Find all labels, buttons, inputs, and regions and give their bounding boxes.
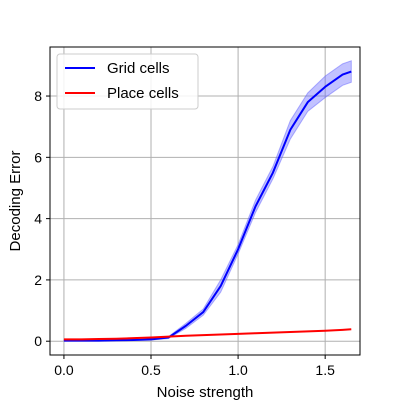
y-tick-label: 4: [34, 211, 42, 227]
x-ticks: 0.0 0.5 1.0 1.5: [54, 355, 335, 378]
x-tick-label: 1.5: [315, 362, 335, 378]
x-tick-label: 1.0: [228, 362, 248, 378]
legend: Grid cells Place cells: [56, 53, 199, 110]
plot-frame: [49, 46, 361, 356]
x-tick-label: 0.0: [54, 362, 74, 378]
grid-cells-line: [63, 70, 352, 342]
x-tick-label: 0.5: [141, 362, 161, 378]
y-tick-label: 8: [34, 88, 42, 104]
legend-label-place-cells: Place cells: [107, 85, 179, 102]
x-axis-label: Noise strength: [157, 384, 254, 400]
legend-label-grid-cells: Grid cells: [107, 60, 170, 77]
y-ticks: 0 2 4 6 8: [34, 88, 50, 349]
series-lines: [63, 70, 352, 342]
y-tick-label: 6: [34, 149, 42, 165]
y-tick-label: 0: [34, 333, 42, 349]
y-axis-label: Decoding Error: [7, 151, 24, 252]
place-cells-line: [63, 328, 352, 341]
y-tick-label: 2: [34, 272, 42, 288]
